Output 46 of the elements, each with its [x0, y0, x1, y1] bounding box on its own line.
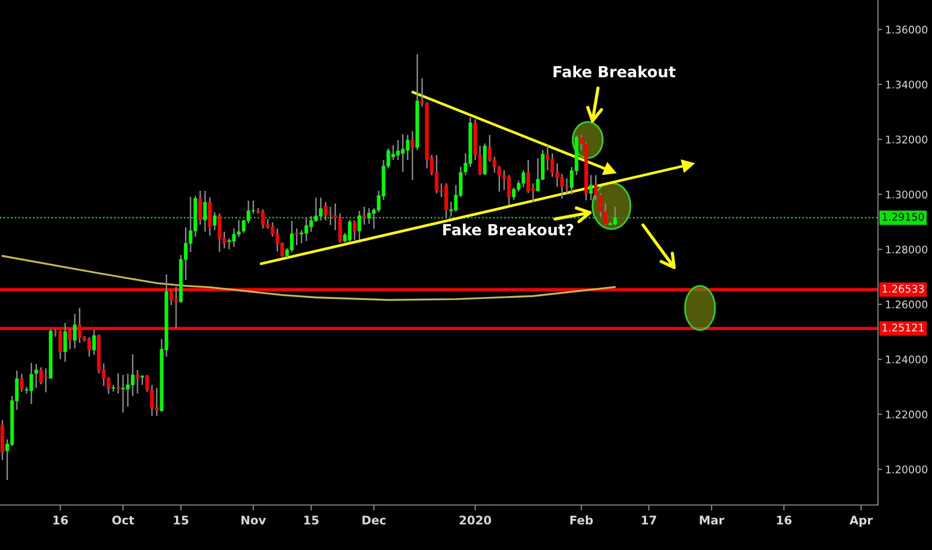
x-tick-label: Oct [112, 516, 134, 525]
y-tick-label: 1.26000 [886, 300, 928, 308]
x-tick-label: Mar [700, 516, 724, 525]
candlestick [358, 210, 362, 240]
x-tick-label: 16 [777, 516, 792, 525]
candlestick [73, 313, 77, 349]
candlestick [334, 202, 338, 231]
candlestick [63, 322, 67, 362]
line-series [2, 255, 616, 301]
candlestick [352, 220, 356, 241]
y-tick-label: 1.20000 [886, 465, 928, 474]
y-tick-label: 1.22000 [886, 410, 928, 418]
y-tick-label: 1.32000 [886, 136, 928, 144]
y-tick-label: 1.30000 [886, 190, 928, 198]
y-tick-label: 1.36000 [886, 26, 928, 34]
y-tick-label: 1.34000 [886, 80, 928, 88]
candlestick [20, 373, 24, 392]
annotation: Fake Breakout [554, 66, 676, 78]
x-tick-label: 17 [642, 516, 656, 524]
x-tick-label: Nov [242, 516, 266, 525]
candlestick [198, 190, 202, 226]
candlestick [410, 130, 414, 181]
x-tick-label: 15 [304, 516, 319, 525]
candlestick [212, 212, 216, 231]
candlestick [203, 190, 207, 232]
y-tick-label: 1.24000 [886, 356, 928, 364]
y-tick-label: 1.28000 [886, 246, 928, 254]
x-tick-label: 15 [174, 516, 188, 525]
x-tick-label: 2020 [460, 516, 492, 525]
candlestick [34, 363, 38, 389]
x-tick-label: 16 [53, 516, 68, 525]
candlestick [116, 372, 120, 394]
x-tick-label: Apr [849, 516, 873, 527]
annotation: Fake Breakout? [443, 224, 574, 236]
candlestick [589, 174, 593, 201]
candlestick [338, 212, 342, 244]
candlestick [294, 228, 298, 246]
candlestick [136, 369, 140, 394]
ref-line-label: 1.29150 [882, 212, 924, 221]
x-tick-label: Feb [570, 515, 593, 525]
x-tick-label: Dec [362, 516, 386, 525]
ref-line-label: 1.25121 [882, 324, 924, 332]
candlestick [362, 206, 366, 226]
ref-line-label: 1.26533 [882, 284, 924, 293]
candlestick [92, 329, 96, 356]
candlestick [140, 374, 144, 386]
